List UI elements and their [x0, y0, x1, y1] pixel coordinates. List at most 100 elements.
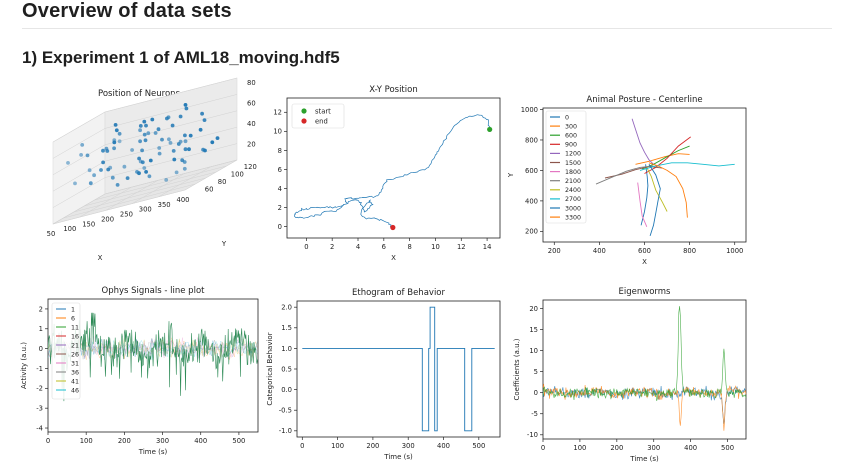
- x-tick-label-5: 100: [573, 444, 586, 452]
- x-tick-label-3: 400: [194, 437, 207, 445]
- y-axis-label-5: Coefficients (a.u.): [513, 338, 521, 400]
- chart-title-1: X-Y Position: [369, 85, 417, 95]
- neuron-point: [138, 124, 143, 128]
- y-tick-label-3: -1: [36, 365, 43, 373]
- neuron-point: [142, 132, 147, 137]
- grid-line: [52, 189, 186, 225]
- y-tick-label-3: 0: [39, 345, 43, 353]
- behavior-step-line: [302, 306, 495, 432]
- legend-label-46: 46: [71, 387, 79, 394]
- legend-label-21: 21: [71, 342, 79, 349]
- neuron-point: [200, 111, 205, 116]
- neuron-point: [210, 140, 215, 145]
- y-tick-label-4: 1.0: [281, 345, 292, 353]
- neuron-point: [215, 136, 220, 141]
- x-tick-label-4: 400: [437, 442, 450, 450]
- y-tick-label-2: 600: [525, 167, 538, 175]
- legend-label-2100: 2100: [565, 178, 581, 185]
- z-tick-label-0: 40: [247, 120, 256, 128]
- grid-line: [105, 180, 158, 211]
- neuron-point: [183, 133, 187, 138]
- x-tick-label-5: 200: [610, 444, 623, 452]
- neuron-point: [203, 148, 207, 153]
- x-tick-label-4: 0: [300, 442, 304, 450]
- grid-line: [79, 186, 132, 218]
- eigenworm-trace-2: [542, 306, 747, 401]
- y-tick-label-3: 1: [39, 325, 43, 333]
- x-axis-label-0: X: [98, 254, 103, 262]
- x-tick-label-0: 400: [177, 196, 190, 204]
- x-tick-label-2: 800: [683, 247, 696, 255]
- z-tick-label-0: 80: [247, 79, 256, 87]
- x-axis-label-3: Time (s): [138, 448, 168, 456]
- neuron-point: [183, 103, 188, 107]
- page-title: Overview of data sets: [22, 0, 232, 22]
- neuron-point: [147, 174, 152, 179]
- grid-line: [63, 183, 196, 219]
- y-tick-label-4: -0.5: [279, 407, 292, 415]
- neuron-point: [156, 127, 161, 132]
- x-tick-label-1: 14: [483, 243, 492, 251]
- legend-label-6: 6: [71, 315, 75, 322]
- x-tick-label-4: 300: [402, 442, 415, 450]
- title-divider: [22, 28, 832, 29]
- y-tick-label-0: 120: [244, 163, 257, 171]
- neuron-point: [117, 131, 122, 136]
- neuron-point: [80, 143, 85, 147]
- x-tick-label-0: 200: [101, 215, 114, 223]
- y-tick-label-3: 2: [39, 305, 43, 313]
- start-marker: [487, 126, 493, 133]
- neuron-point: [166, 115, 171, 120]
- centerline-300: [635, 153, 690, 165]
- plot-frame-5: [542, 299, 747, 440]
- x-tick-label-4: 500: [472, 442, 485, 450]
- y-tick-label-1: 6: [278, 166, 282, 174]
- y-axis-label-3: Activity (a.u.): [20, 342, 28, 389]
- y-tick-label-4: 2.0: [281, 304, 292, 312]
- y-tick-label-4: -1.0: [279, 427, 292, 435]
- x-tick-label-1: 2: [330, 243, 334, 251]
- neuron-point: [138, 139, 143, 144]
- neuron-point: [137, 171, 141, 176]
- grid-line: [104, 110, 238, 146]
- neuron-point: [157, 146, 162, 150]
- y-tick-label-5: -5: [531, 410, 538, 418]
- neuron-point: [92, 173, 96, 178]
- neuron-point: [73, 181, 77, 186]
- x-tick-label-3: 100: [80, 437, 93, 445]
- neuron-point: [148, 158, 153, 163]
- neuron-point: [171, 149, 176, 153]
- neuron-point: [99, 168, 103, 172]
- legend-end-marker: [301, 118, 307, 124]
- neuron-point: [172, 157, 177, 162]
- chart-title-3: Ophys Signals - line plot: [102, 286, 206, 296]
- neuron-point: [112, 146, 116, 151]
- trajectory-line: [294, 114, 491, 228]
- eigenworm-trace-1: [542, 383, 747, 431]
- neuron-point: [88, 181, 93, 186]
- neuron-point: [125, 176, 130, 181]
- signal-trace-faint: [47, 338, 258, 360]
- y-tick-label-5: -10: [527, 431, 538, 439]
- legend-label-2700: 2700: [565, 196, 581, 203]
- legend-start-marker: [301, 108, 307, 114]
- neuron-point: [104, 146, 109, 151]
- neuron-point: [142, 166, 147, 170]
- y-tick-label-5: 5: [534, 368, 538, 376]
- y-tick-label-1: 12: [273, 109, 282, 117]
- x-tick-label-1: 4: [356, 243, 360, 251]
- centerline-1200: [631, 118, 654, 165]
- neuron-point: [157, 151, 162, 156]
- x-tick-label-4: 200: [366, 442, 379, 450]
- neuron-point: [85, 153, 90, 158]
- grid-line: [104, 143, 238, 178]
- y-tick-label-2: 400: [525, 197, 538, 205]
- neuron-point: [183, 147, 188, 152]
- grid-line: [73, 177, 206, 213]
- centerline-1800: [637, 182, 648, 227]
- neuron-point: [170, 123, 175, 128]
- neuron-point: [160, 137, 164, 142]
- neuron-point: [143, 138, 148, 143]
- neuron-point: [164, 178, 169, 182]
- x-tick-label-0: 300: [139, 206, 152, 214]
